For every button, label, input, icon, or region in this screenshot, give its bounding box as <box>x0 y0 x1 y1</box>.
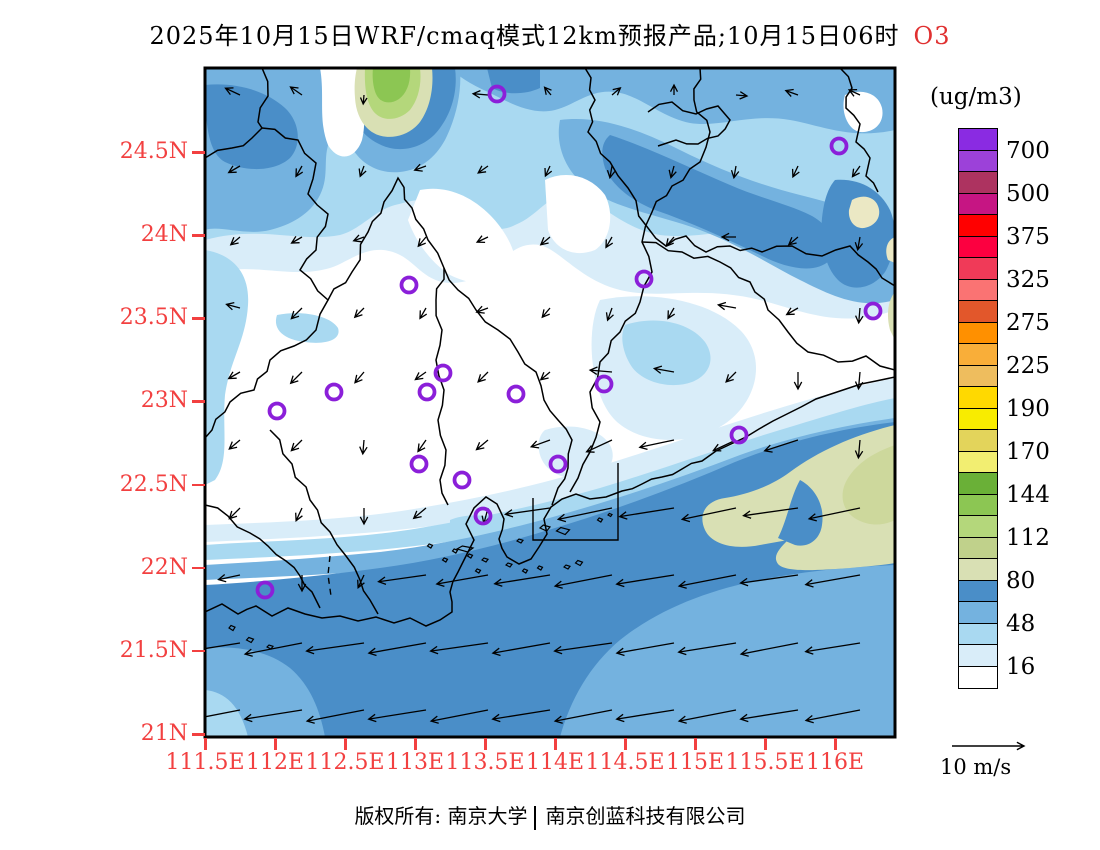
lat-tick <box>192 484 205 487</box>
legend-color-box <box>958 214 998 237</box>
legend-color-box <box>958 601 998 624</box>
legend-color-box <box>958 236 998 259</box>
legend-unit-label: (ug/m3) <box>930 84 1090 110</box>
legend-value-label: 325 <box>1006 269 1096 292</box>
legend-color-box <box>958 193 998 216</box>
legend-color-box <box>958 343 998 366</box>
legend-color-box <box>958 472 998 495</box>
lon-tick <box>694 738 697 750</box>
legend-color-box <box>958 580 998 603</box>
legend-color-box <box>958 279 998 302</box>
lon-tick <box>484 738 487 750</box>
legend-value-label: 48 <box>1006 613 1096 636</box>
lon-tick-label: 116E <box>790 750 880 775</box>
legend-value-label: 375 <box>1006 226 1096 249</box>
lat-tick <box>192 400 205 403</box>
lat-tick <box>192 733 205 736</box>
lon-tick <box>764 738 767 750</box>
forecast-chart-canvas: 2025年10月15日WRF/cmaq模式12km预报产品;10月15日06时O… <box>0 0 1100 850</box>
legend-value-label: 16 <box>1006 656 1096 679</box>
lat-tick-label: 21.5N <box>98 638 188 663</box>
legend-color-box <box>958 365 998 388</box>
legend-color-box <box>958 257 998 280</box>
legend-value-label: 80 <box>1006 570 1096 593</box>
footer-divider <box>534 806 536 830</box>
lat-tick-label: 23.5N <box>98 305 188 330</box>
footer-left: 版权所有: 南京大学 <box>354 804 527 828</box>
lat-tick <box>192 234 205 237</box>
legend-color-box <box>958 644 998 667</box>
lon-tick <box>554 738 557 750</box>
legend-color-box <box>958 171 998 194</box>
copyright-footer: 版权所有: 南京大学南京创蓝科技有限公司 <box>0 800 1100 830</box>
legend-color-box <box>958 150 998 173</box>
lat-tick-label: 22N <box>98 555 188 580</box>
legend-color-box <box>958 300 998 323</box>
legend-value-label: 225 <box>1006 355 1096 378</box>
wind-scale-label: 10 m/s <box>940 755 1011 779</box>
lat-tick-label: 24.5N <box>98 139 188 164</box>
legend-color-box <box>958 128 998 151</box>
lon-tick <box>344 738 347 750</box>
lat-tick-label: 24N <box>98 222 188 247</box>
lon-tick <box>414 738 417 750</box>
legend-color-box <box>958 429 998 452</box>
lon-tick <box>204 738 207 750</box>
lon-tick <box>624 738 627 750</box>
lat-tick <box>192 567 205 570</box>
legend-value-label: 500 <box>1006 183 1096 206</box>
lat-tick <box>192 650 205 653</box>
legend-color-box <box>958 515 998 538</box>
legend-value-label: 170 <box>1006 441 1096 464</box>
legend-color-box <box>958 408 998 431</box>
wind-arrow <box>952 742 1024 749</box>
legend-value-label: 112 <box>1006 527 1096 550</box>
legend-value-label: 275 <box>1006 312 1096 335</box>
lat-tick-label: 22.5N <box>98 472 188 497</box>
lon-tick <box>274 738 277 750</box>
legend-color-box <box>958 537 998 560</box>
legend-value-label: 144 <box>1006 484 1096 507</box>
legend-color-box <box>958 451 998 474</box>
legend-color-box <box>958 386 998 409</box>
legend-color-box <box>958 623 998 646</box>
legend-value-label: 700 <box>1006 140 1096 163</box>
legend-color-box <box>958 558 998 581</box>
lat-tick <box>192 151 205 154</box>
footer-right: 南京创蓝科技有限公司 <box>546 804 746 828</box>
wind-scale-arrow <box>952 742 1024 749</box>
legend-color-box <box>958 666 998 689</box>
legend-color-box <box>958 322 998 345</box>
legend-color-box <box>958 494 998 517</box>
lat-tick-label: 23N <box>98 388 188 413</box>
lat-tick <box>192 317 205 320</box>
lat-tick-label: 21N <box>98 721 188 746</box>
legend-value-label: 190 <box>1006 398 1096 421</box>
lon-tick <box>834 738 837 750</box>
